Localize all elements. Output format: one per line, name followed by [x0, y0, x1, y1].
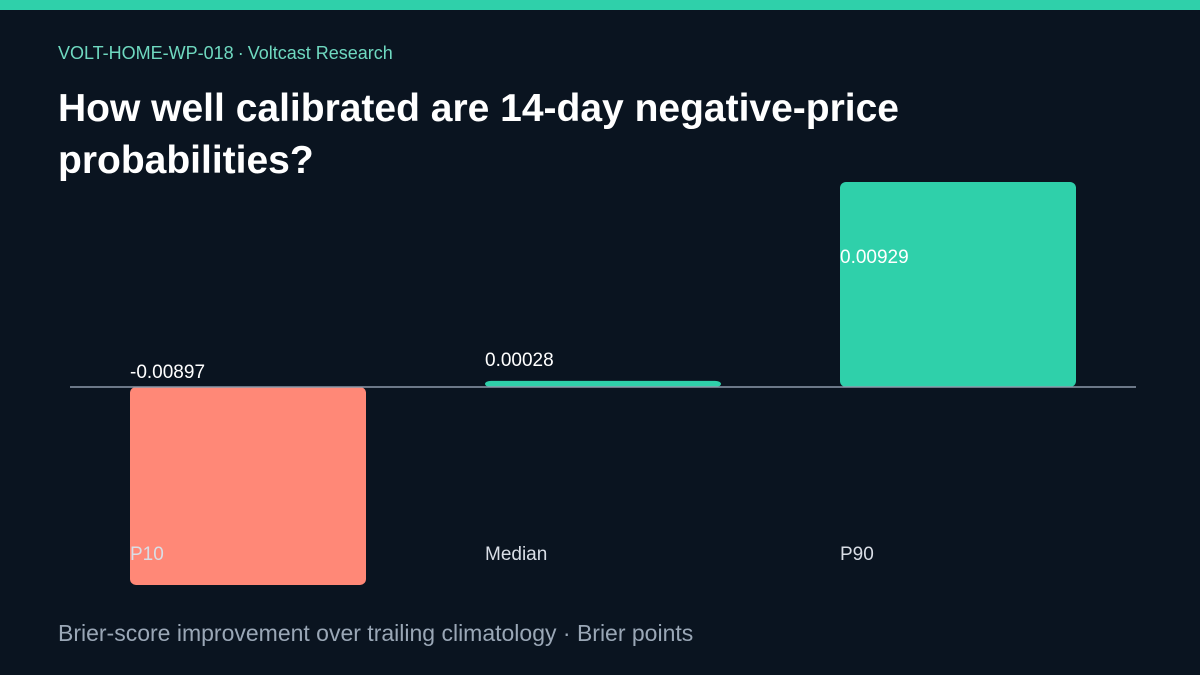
bar-p90	[840, 182, 1076, 387]
report-code: VOLT-HOME-WP-018	[58, 43, 234, 63]
bar-median	[485, 380, 721, 387]
accent-bar	[0, 0, 1200, 10]
category-label: Median	[485, 544, 547, 565]
value-label: 0.00929	[840, 247, 909, 268]
value-label: -0.00897	[130, 362, 205, 383]
report-meta: VOLT-HOME-WP-018 · Voltcast Research	[58, 43, 393, 64]
category-label: P90	[840, 544, 874, 565]
meta-separator: ·	[237, 43, 244, 63]
bar-p10	[130, 387, 366, 585]
chart-title: How well calibrated are 14-day negative-…	[58, 87, 899, 182]
value-label: 0.00028	[485, 350, 554, 371]
report-org: Voltcast Research	[247, 43, 393, 63]
chart-footnote: Brier-score improvement over trailing cl…	[58, 620, 694, 646]
category-label: P10	[130, 544, 164, 565]
